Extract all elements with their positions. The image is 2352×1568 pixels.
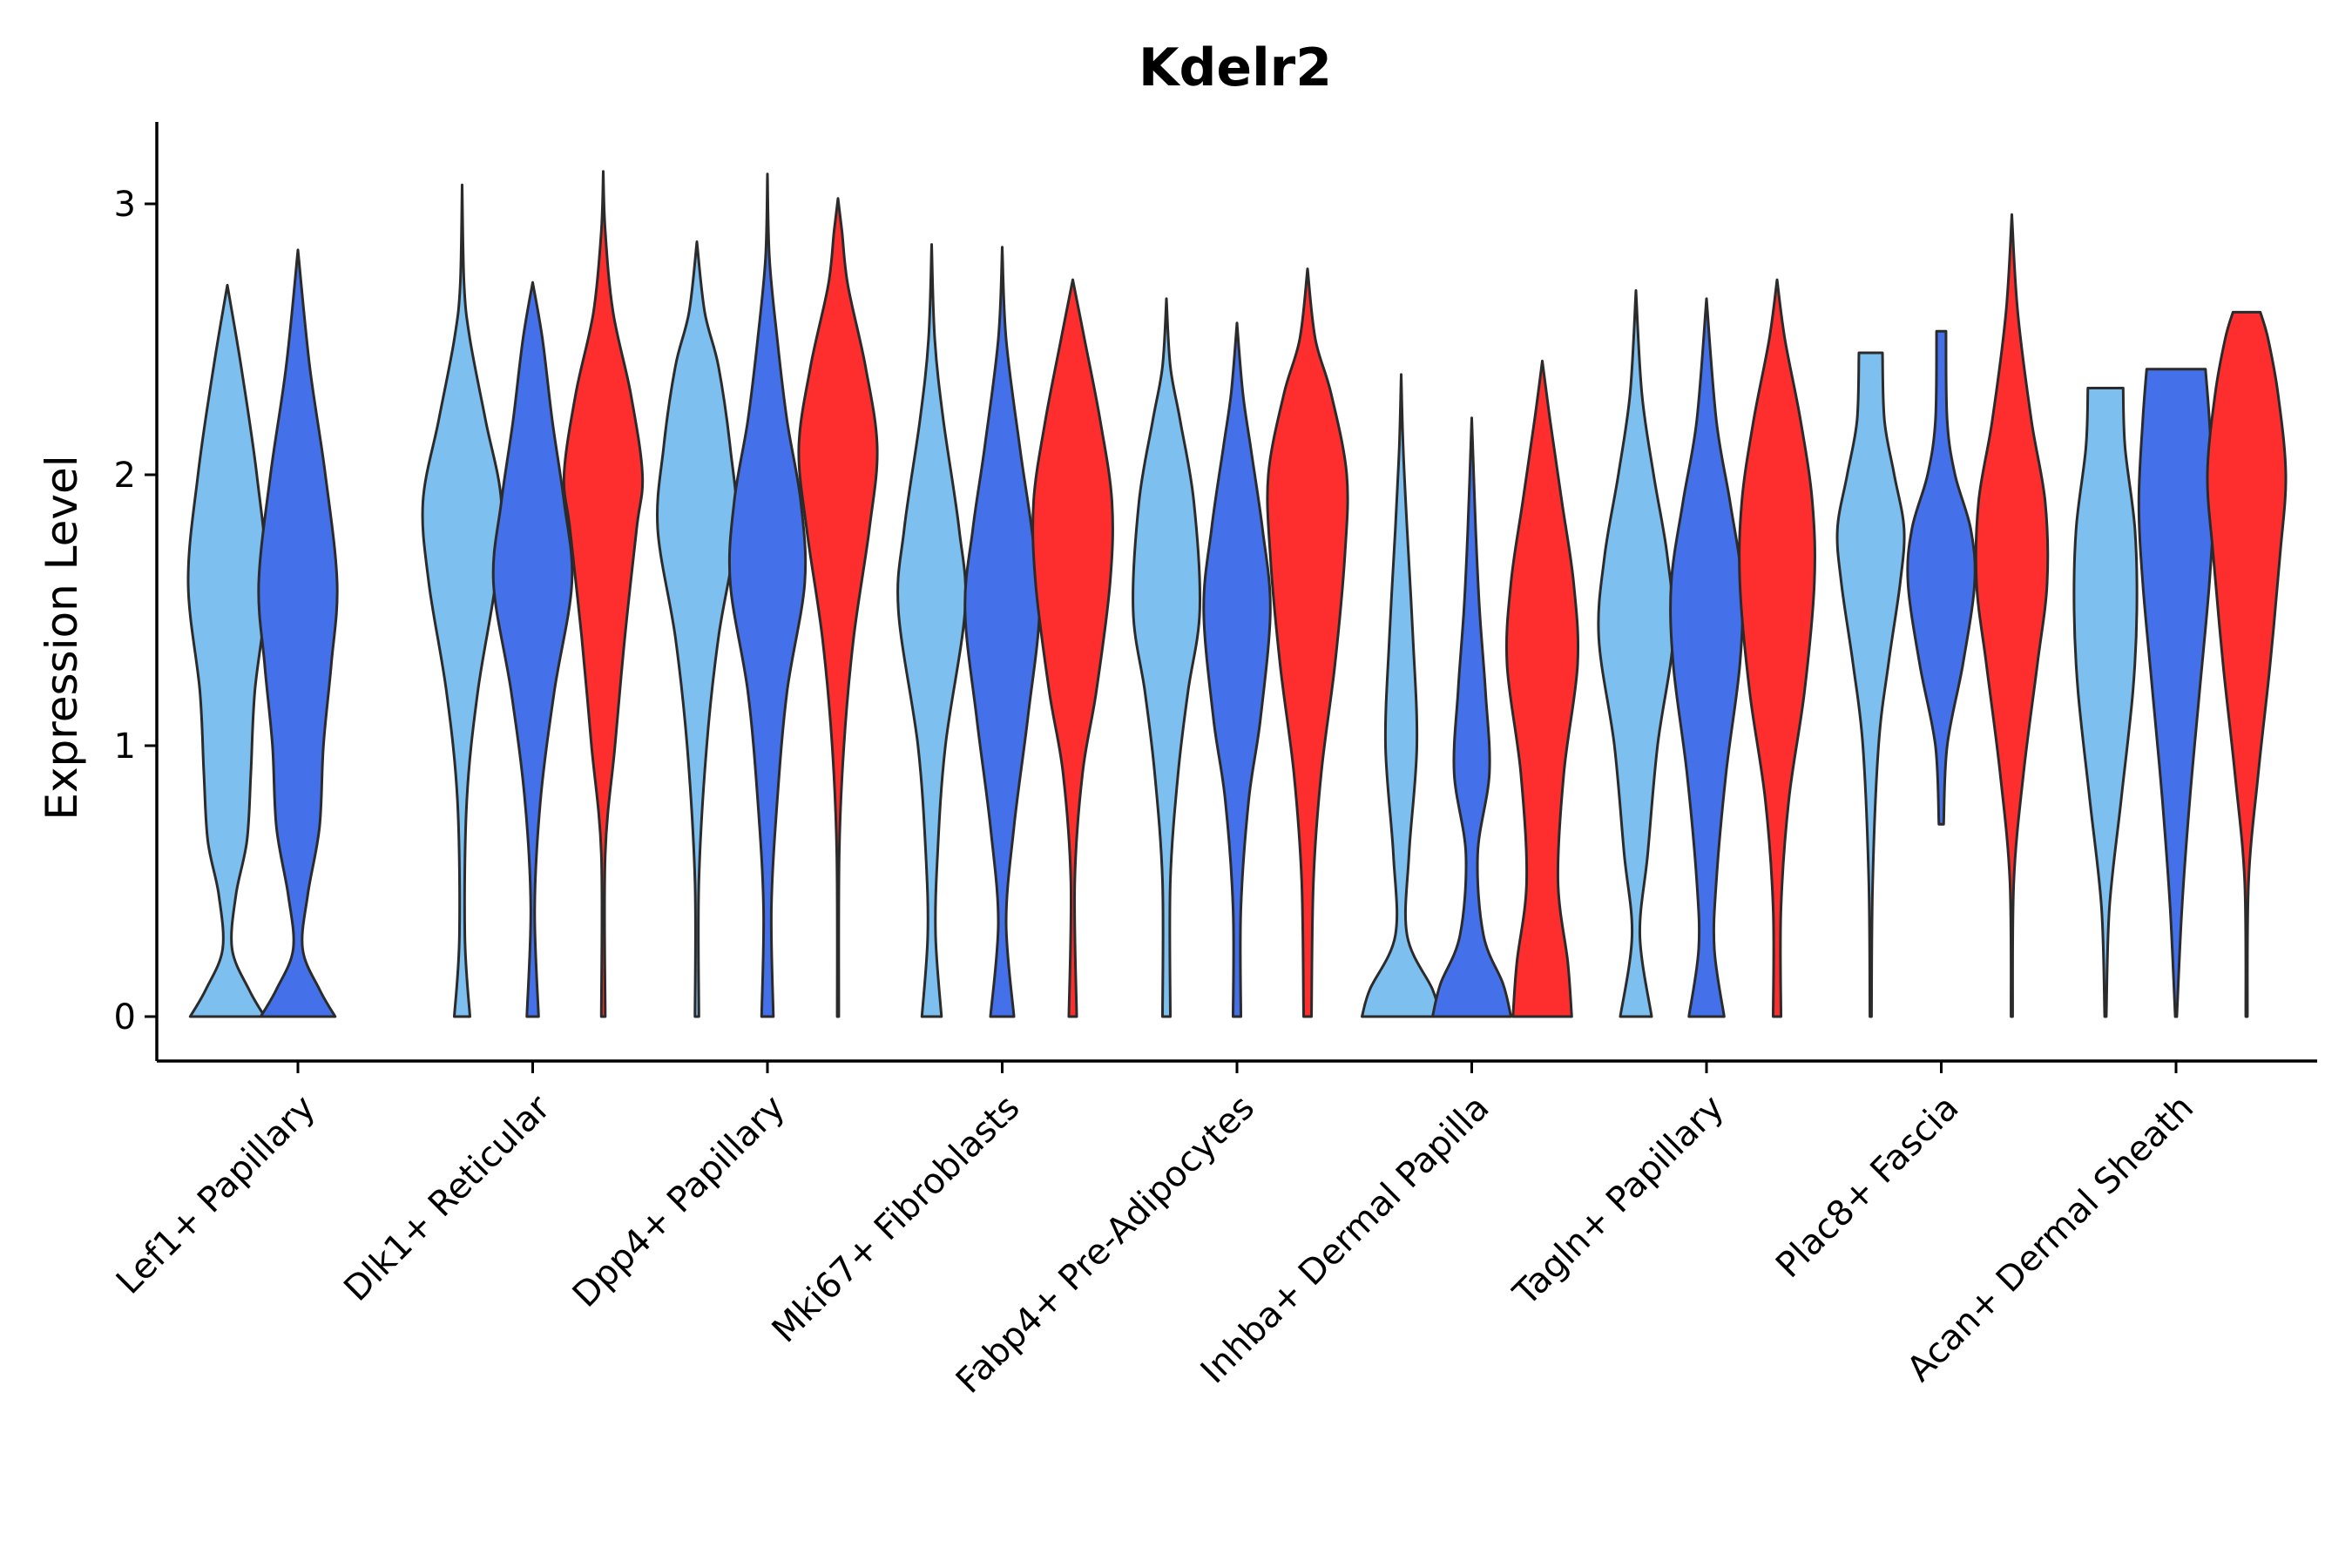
violin-group2 <box>1906 329 1977 826</box>
violin-group3 <box>1738 278 1816 1018</box>
y-tick-label: 2 <box>114 456 136 496</box>
violin-group1 <box>2072 387 2139 1018</box>
violin-group3 <box>562 170 645 1018</box>
violin-group1 <box>1597 289 1675 1018</box>
violin-group3 <box>1974 213 2050 1018</box>
y-ticks: 0 1 2 3 <box>114 185 157 1037</box>
x-tick-label: Lef1+ Papillary <box>109 1088 323 1302</box>
violin-group1 <box>1361 373 1442 1018</box>
violin-group1 <box>186 283 268 1018</box>
x-tick-label: Plac8+ Fascia <box>1768 1088 1967 1287</box>
violin-group1 <box>421 183 504 1018</box>
violin-group3 <box>1504 359 1580 1018</box>
chart-title: Kdelr2 <box>1139 37 1332 98</box>
x-tick-label: Dlk1+ Reticular <box>336 1087 558 1309</box>
violin-group2 <box>1669 297 1744 1018</box>
violin-group1 <box>896 243 967 1018</box>
y-axis-label: Expression Level <box>37 455 87 820</box>
violin-group2 <box>1202 321 1272 1018</box>
violin-layer <box>186 170 2288 1018</box>
violin-group2 <box>2137 368 2215 1018</box>
violin-group3 <box>1031 278 1114 1018</box>
violin-group2 <box>727 172 808 1018</box>
violin-group2 <box>491 280 574 1018</box>
x-tick-label: Dpp4+ Papillary <box>565 1088 793 1315</box>
x-tick-label: Tagln+ Papillary <box>1505 1088 1732 1315</box>
violin-group2 <box>963 246 1041 1018</box>
y-tick-label: 3 <box>114 185 136 225</box>
y-tick-label: 0 <box>114 997 136 1037</box>
violin-group3 <box>797 197 879 1018</box>
violin-group2 <box>1431 416 1512 1018</box>
violin-group1 <box>656 240 739 1018</box>
violin-group2 <box>257 248 339 1018</box>
violin-group1 <box>1132 297 1201 1018</box>
violin-group1 <box>1835 351 1906 1018</box>
violin-group3 <box>1266 267 1349 1018</box>
y-tick-label: 1 <box>114 727 136 767</box>
x-ticks: Lef1+ Papillary Dlk1+ Reticular Dpp4+ Papi… <box>109 1061 2201 1402</box>
x-tick-label: Mki67+ Fibroblasts <box>765 1088 1028 1351</box>
violin-group3 <box>2206 310 2288 1018</box>
